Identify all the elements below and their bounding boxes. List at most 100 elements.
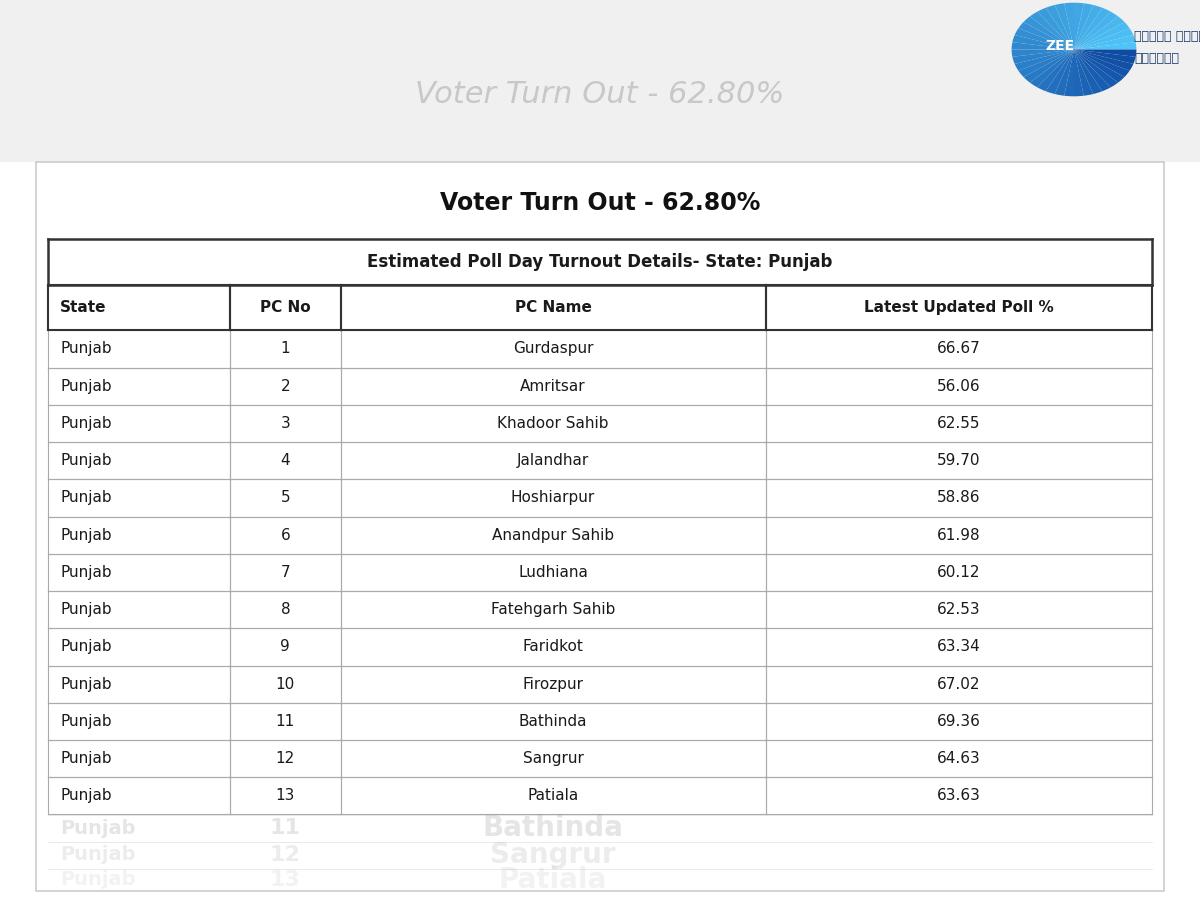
Text: Punjab: Punjab [60,639,112,654]
Wedge shape [1037,8,1074,50]
Bar [230,330,341,367]
Bar [48,442,230,480]
Text: 60.12: 60.12 [937,565,980,580]
Text: 62.55: 62.55 [937,416,980,431]
Bar [766,591,1152,628]
Text: Faridkot: Faridkot [523,639,583,654]
Text: 62.53: 62.53 [937,602,980,617]
Wedge shape [1074,50,1084,96]
Wedge shape [1074,50,1111,91]
Wedge shape [1064,50,1074,96]
Wedge shape [1024,50,1074,83]
Wedge shape [1012,42,1074,50]
Bar [341,591,766,628]
Wedge shape [1074,8,1111,50]
Text: ZEE: ZEE [1045,39,1074,53]
Text: Punjab: Punjab [60,341,112,356]
Bar [341,554,766,591]
Text: Anandpur Sahib: Anandpur Sahib [492,527,614,543]
Text: 12: 12 [270,845,301,865]
Bar [766,665,1152,703]
Text: Estimated Poll Day Turnout Details- State: Punjab: Estimated Poll Day Turnout Details- Stat… [367,253,833,271]
Text: 56.06: 56.06 [937,379,980,393]
Wedge shape [1055,4,1074,50]
Text: Ludhiana: Ludhiana [518,565,588,580]
Bar [341,517,766,554]
Text: Hoshiarpur: Hoshiarpur [511,491,595,506]
Bar [766,554,1152,591]
Bar [48,740,230,778]
Text: 5: 5 [281,491,290,506]
Text: Voter Turn Out - 62.80%: Voter Turn Out - 62.80% [415,80,785,109]
Text: Jalandhar: Jalandhar [517,454,589,468]
Bar [48,367,230,405]
Wedge shape [1074,50,1129,77]
Bar [230,517,341,554]
Wedge shape [1019,50,1074,77]
Bar [341,367,766,405]
Text: Punjab: Punjab [60,677,112,691]
Bar [48,238,1152,285]
Wedge shape [1074,28,1133,50]
Wedge shape [1012,50,1074,57]
Text: Punjab: Punjab [60,870,136,889]
Text: Punjab: Punjab [60,845,136,865]
Text: 63.63: 63.63 [937,788,980,804]
Text: Punjab: Punjab [60,818,136,838]
Bar [48,778,230,814]
Text: 11: 11 [270,818,301,838]
Bar [766,628,1152,665]
Text: Punjab: Punjab [60,527,112,543]
Wedge shape [1045,50,1074,94]
Bar [230,554,341,591]
Wedge shape [1074,50,1093,95]
Bar [230,665,341,703]
Text: 66.67: 66.67 [937,341,980,356]
Text: 12: 12 [276,752,295,766]
Wedge shape [1074,50,1135,64]
Bar [48,665,230,703]
Text: 63.34: 63.34 [937,639,980,654]
Bar [766,285,1152,330]
Bar [230,367,341,405]
Wedge shape [1074,35,1135,50]
Wedge shape [1015,28,1074,50]
Bar [230,480,341,517]
Text: Sangrur: Sangrur [491,841,616,869]
Text: 3: 3 [281,416,290,431]
Wedge shape [1037,50,1074,91]
Text: 4: 4 [281,454,290,468]
Bar [48,480,230,517]
Text: 67.02: 67.02 [937,677,980,691]
Wedge shape [1013,35,1074,50]
Text: Punjab: Punjab [60,454,112,468]
Bar [766,517,1152,554]
Text: Gurdaspur: Gurdaspur [512,341,593,356]
Bar [766,740,1152,778]
Text: Punjab: Punjab [60,565,112,580]
Bar [230,285,341,330]
Bar [341,442,766,480]
Bar [230,740,341,778]
Text: 69.36: 69.36 [937,714,980,729]
Wedge shape [1074,50,1118,87]
Bar [48,285,230,330]
Bar [341,665,766,703]
Bar [766,330,1152,367]
Wedge shape [1074,5,1103,50]
Text: Fatehgarh Sahib: Fatehgarh Sahib [491,602,616,617]
Text: 13: 13 [276,788,295,804]
Bar [766,367,1152,405]
Bar [341,480,766,517]
Bar [48,591,230,628]
Wedge shape [1074,4,1093,50]
Text: PC Name: PC Name [515,301,592,315]
Text: 10: 10 [276,677,295,691]
Text: Punjab: Punjab [60,379,112,393]
Wedge shape [1074,50,1136,57]
Bar [230,628,341,665]
Bar [341,703,766,740]
Text: Punjab: Punjab [60,788,112,804]
Wedge shape [1074,50,1103,94]
Bar [766,778,1152,814]
